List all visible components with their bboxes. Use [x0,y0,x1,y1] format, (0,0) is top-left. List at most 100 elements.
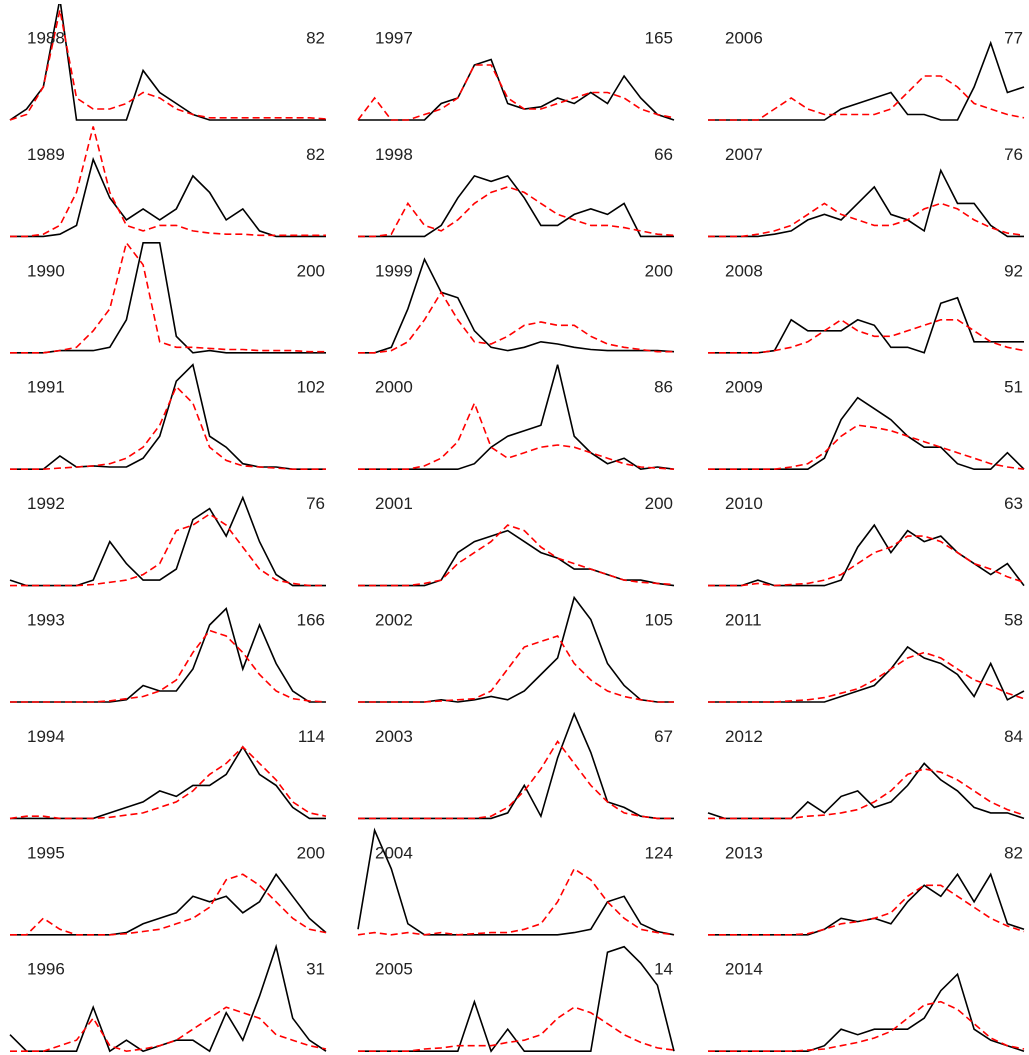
panel: 1997 165 [357,28,675,121]
series-line [708,202,1025,238]
series-line [10,363,326,470]
panel: 1988 82 [9,4,327,121]
series-line [10,242,326,354]
series-line [9,495,326,587]
panel-title: 1994 [27,727,65,746]
panel-annotation: 31 [306,960,325,979]
series-line [10,385,326,470]
panel-plot [358,711,674,820]
panel: 1999 200 [358,257,675,354]
panel-title: 2000 [375,378,413,397]
series-line [708,972,1025,1052]
panel-plot [357,58,675,121]
panel-title: 2011 [725,610,762,629]
panel-annotation: 200 [645,261,673,280]
panel-title: 1989 [27,145,65,164]
series-line [708,872,1025,936]
series-line [10,745,326,820]
panel-title: 1995 [27,843,65,862]
panel-title: 1998 [375,145,413,164]
panel-plot [9,495,326,587]
panel: 2010 63 [708,494,1025,587]
series-line [357,827,675,936]
series-line [708,396,1025,470]
series-line [9,4,326,121]
panel-title: 2009 [725,378,763,397]
series-line [708,75,1025,121]
series-line [10,240,326,354]
panel-title: 1997 [375,28,413,47]
series-line [358,529,675,587]
panel-annotation: 200 [297,261,325,280]
panel-plot [358,945,675,1053]
panel-plot [358,174,675,238]
panel-plot [708,396,1025,470]
series-line [358,257,675,354]
panel-title: 1990 [27,261,65,280]
series-line [10,513,326,587]
series-line [10,126,326,238]
panel-annotation: 86 [654,378,673,397]
panel-annotation: 82 [306,28,325,47]
panel-plot [358,524,675,587]
series-line [357,867,675,936]
series-line [708,523,1025,587]
panel-plot [9,745,327,820]
panel-title: 1999 [375,261,413,280]
panel-plot [708,168,1025,238]
panel-annotation: 14 [654,960,673,979]
panel-plot [357,827,675,936]
panel-annotation: 114 [298,727,325,746]
panel-annotation: 58 [1004,610,1023,629]
panel-title: 2003 [375,727,413,746]
series-line [358,186,675,238]
panel: 2014 [708,960,1025,1052]
panel-annotation: 82 [1004,843,1023,862]
panel-title: 1992 [27,494,65,513]
panel-annotation: 76 [1004,145,1023,164]
panel-title: 1988 [27,28,65,47]
panel-plot [358,364,675,471]
panel-title: 1993 [27,610,65,629]
panel-annotation: 76 [306,494,325,513]
panel: 2002 105 [358,595,674,703]
series-line [358,635,674,703]
series-line [707,762,1025,820]
series-line [708,424,1025,470]
panel-plot [708,296,1025,354]
series-line [10,872,327,936]
panel-plot [358,257,675,354]
series-line [358,290,674,354]
panel: 1994 114 [9,727,327,820]
panel-annotation: 200 [645,494,673,513]
series-line [708,651,1025,703]
panel-title: 2014 [725,960,763,979]
panel-plot [708,523,1025,587]
panel-annotation: 165 [645,28,673,47]
series-line [708,1000,1025,1052]
panel: 2008 92 [708,261,1025,354]
series-line [10,1006,327,1053]
panel-annotation: 63 [1004,494,1023,513]
panel-title: 2012 [725,727,763,746]
series-line [708,645,1025,703]
panel-plot [708,645,1025,703]
panel: 2006 77 [708,28,1025,121]
series-line [358,945,675,1053]
panel-title: 2004 [375,843,413,862]
series-line [708,535,1025,587]
series-line [358,174,674,238]
panel-annotation: 82 [306,145,325,164]
panel-annotation: 67 [654,727,673,746]
series-line [9,745,327,820]
series-line [357,64,675,121]
panel-plot [708,872,1025,936]
panel-plot [10,126,326,238]
panel-title: 2007 [725,145,763,164]
panel-annotation: 92 [1004,261,1023,280]
panel: 2001 200 [358,494,675,587]
series-line [708,168,1024,238]
series-line [708,296,1024,354]
panel: 1989 82 [10,126,326,238]
